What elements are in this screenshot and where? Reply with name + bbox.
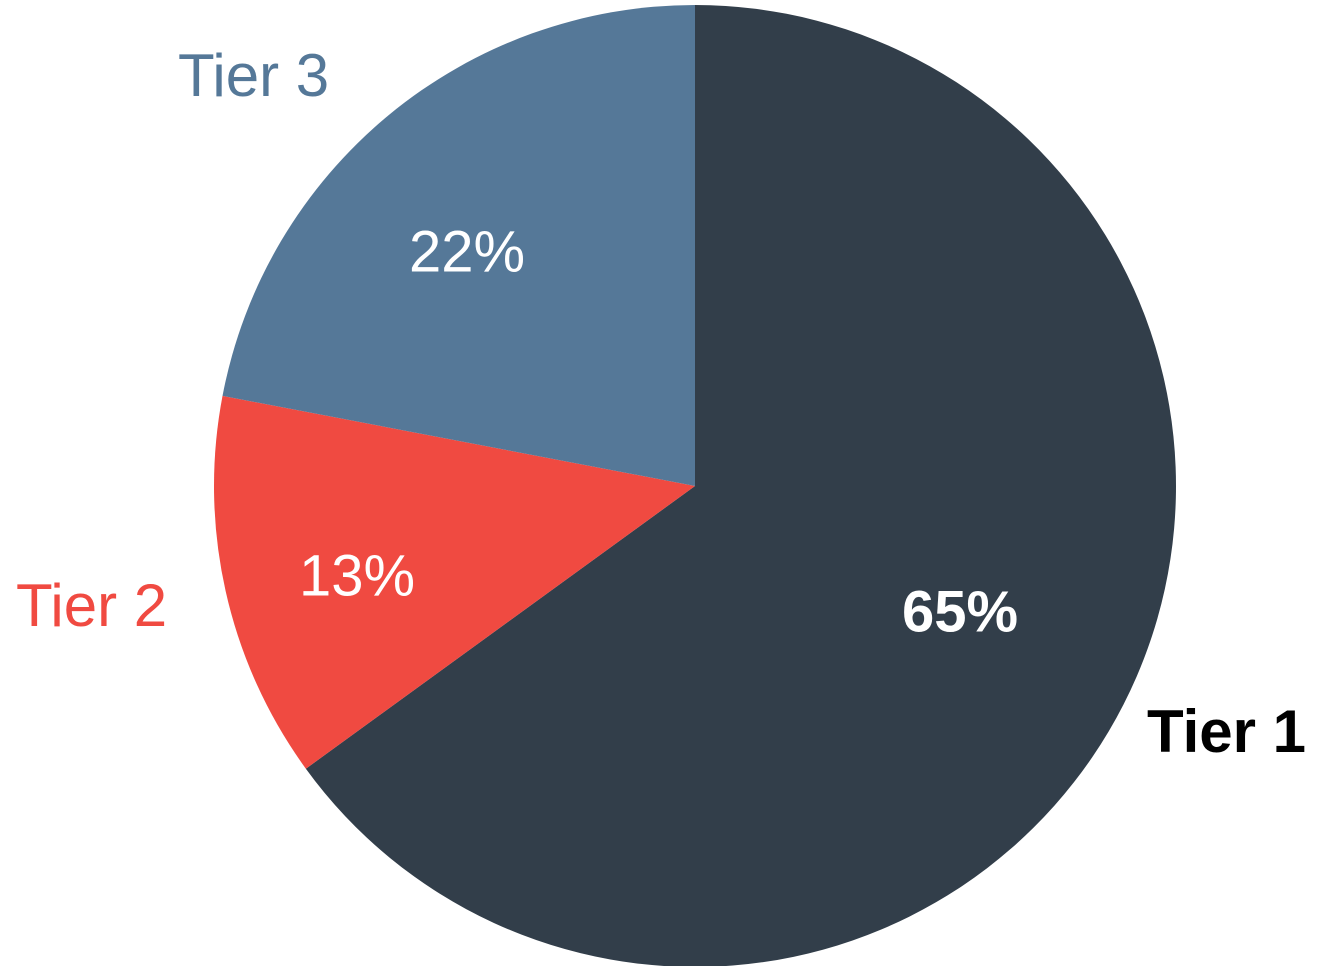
pie-slice-tier-1 [305,5,1176,966]
slice-value-label: 13% [299,543,415,608]
slice-value-label: 65% [902,579,1018,644]
slice-value-labels: 65% 13% 22% [299,219,1018,644]
slice-value-label: 22% [409,219,525,284]
category-label-tier-2: Tier 2 [16,572,167,639]
category-label-tier-1: Tier 1 [1147,698,1306,765]
category-labels: Tier 1 Tier 2 Tier 3 [16,42,1306,765]
pie-slice-tier-2 [214,395,696,769]
pie-slice-tier-3 [222,5,695,486]
category-label-tier-3: Tier 3 [178,42,329,109]
pie-slices [214,5,1176,966]
